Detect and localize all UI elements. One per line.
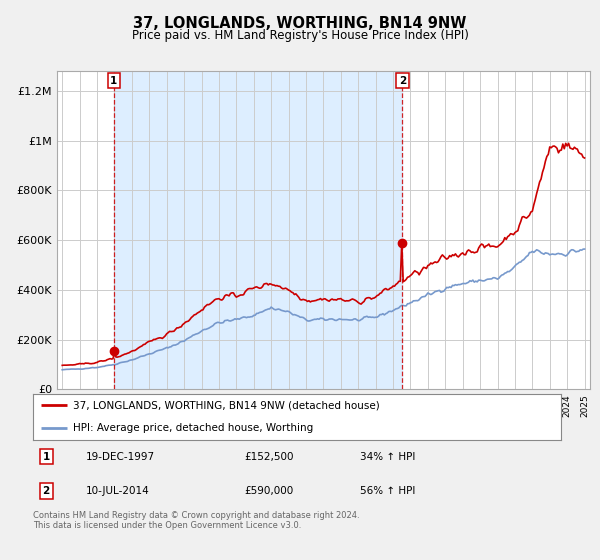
Text: Contains HM Land Registry data © Crown copyright and database right 2024.
This d: Contains HM Land Registry data © Crown c… — [33, 511, 359, 530]
Text: 56% ↑ HPI: 56% ↑ HPI — [361, 486, 416, 496]
Text: 2: 2 — [43, 486, 50, 496]
Text: 34% ↑ HPI: 34% ↑ HPI — [361, 451, 416, 461]
Text: 37, LONGLANDS, WORTHING, BN14 9NW (detached house): 37, LONGLANDS, WORTHING, BN14 9NW (detac… — [73, 400, 379, 410]
Text: £590,000: £590,000 — [244, 486, 293, 496]
Text: 2: 2 — [398, 76, 406, 86]
Text: HPI: Average price, detached house, Worthing: HPI: Average price, detached house, Wort… — [73, 423, 313, 433]
Bar — [114, 71, 402, 389]
Text: 37, LONGLANDS, WORTHING, BN14 9NW: 37, LONGLANDS, WORTHING, BN14 9NW — [133, 16, 467, 31]
Text: 19-DEC-1997: 19-DEC-1997 — [86, 451, 155, 461]
Text: 1: 1 — [110, 76, 118, 86]
Text: Price paid vs. HM Land Registry's House Price Index (HPI): Price paid vs. HM Land Registry's House … — [131, 29, 469, 42]
Text: £152,500: £152,500 — [244, 451, 294, 461]
Text: 1: 1 — [43, 451, 50, 461]
Text: 10-JUL-2014: 10-JUL-2014 — [86, 486, 149, 496]
